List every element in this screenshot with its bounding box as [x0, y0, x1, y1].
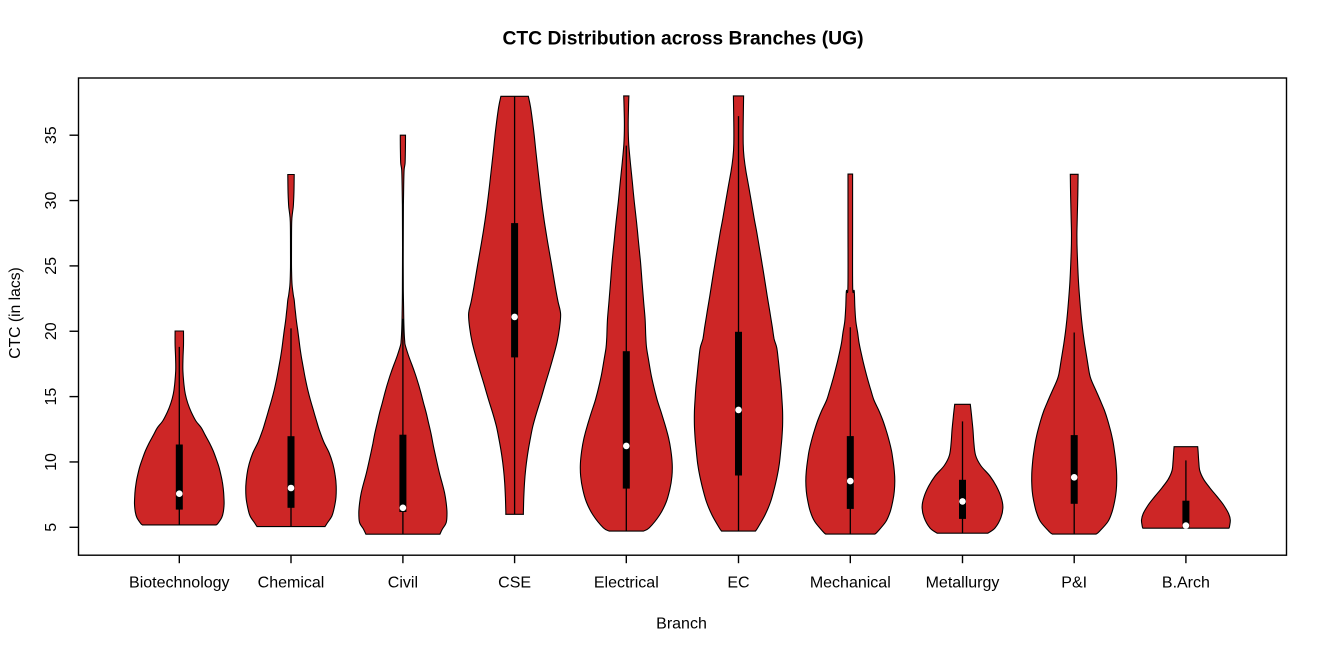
- svg-text:10: 10: [43, 453, 60, 471]
- svg-text:Chemical: Chemical: [258, 575, 325, 592]
- svg-text:Metallurgy: Metallurgy: [926, 575, 1000, 592]
- svg-text:Branch: Branch: [656, 616, 707, 633]
- svg-text:30: 30: [43, 192, 60, 210]
- svg-text:EC: EC: [727, 575, 749, 592]
- svg-text:Mechanical: Mechanical: [810, 575, 891, 592]
- svg-text:Civil: Civil: [388, 575, 418, 592]
- svg-text:B.Arch: B.Arch: [1162, 575, 1210, 592]
- svg-text:CTC Distribution across Branch: CTC Distribution across Branches (UG): [502, 29, 863, 50]
- svg-text:Electrical: Electrical: [594, 575, 659, 592]
- svg-text:35: 35: [43, 126, 60, 144]
- svg-text:15: 15: [43, 388, 60, 406]
- svg-text:5: 5: [43, 523, 60, 532]
- svg-text:P&I: P&I: [1061, 575, 1087, 592]
- svg-text:CTC (in lacs): CTC (in lacs): [7, 267, 24, 359]
- svg-text:20: 20: [43, 322, 60, 340]
- svg-text:Biotechnology: Biotechnology: [129, 575, 230, 592]
- svg-text:CSE: CSE: [498, 575, 531, 592]
- svg-text:25: 25: [43, 257, 60, 275]
